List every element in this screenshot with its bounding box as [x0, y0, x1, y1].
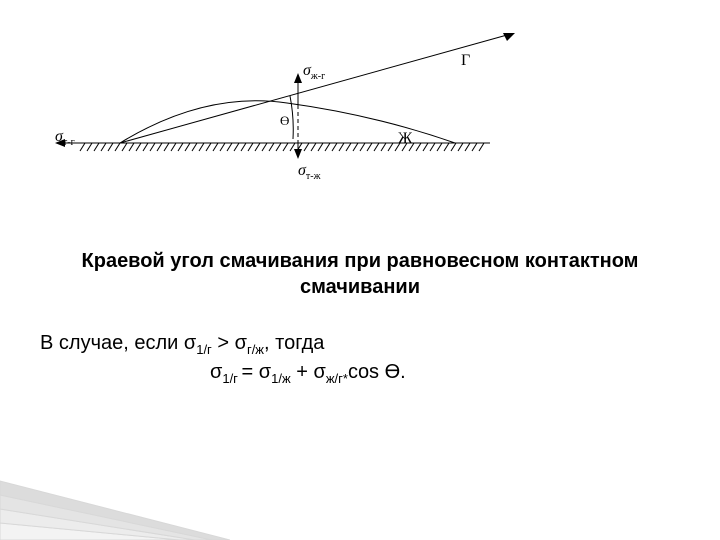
label-sigma-t-zh: σт-ж [298, 163, 321, 182]
label-liquid: Ж [398, 131, 412, 147]
title-line-2: смачивании [300, 276, 420, 298]
slide-title: Краевой угол смачивания при равновесном … [40, 248, 680, 300]
diagram-svg [55, 25, 515, 195]
contact-angle-diagram: Г Ж Ө σж-г σт-ж σт-г [55, 25, 515, 195]
label-sigma-t-g: σт-г [55, 129, 75, 148]
condition-line: В случае, если σ1/г > σг/ж, тогда [40, 330, 680, 359]
corner-decoration [0, 475, 230, 540]
equation-line: σ1/г = σ1/ж + σж/г*cos Ө. [40, 359, 680, 388]
label-sigma-zh-g: σж-г [303, 63, 325, 82]
title-line-1: Краевой угол смачивания при равновесном … [82, 250, 639, 272]
label-angle: Ө [280, 114, 289, 127]
slide-body: В случае, если σ1/г > σг/ж, тогда σ1/г =… [40, 330, 680, 387]
label-gas: Г [461, 53, 470, 69]
